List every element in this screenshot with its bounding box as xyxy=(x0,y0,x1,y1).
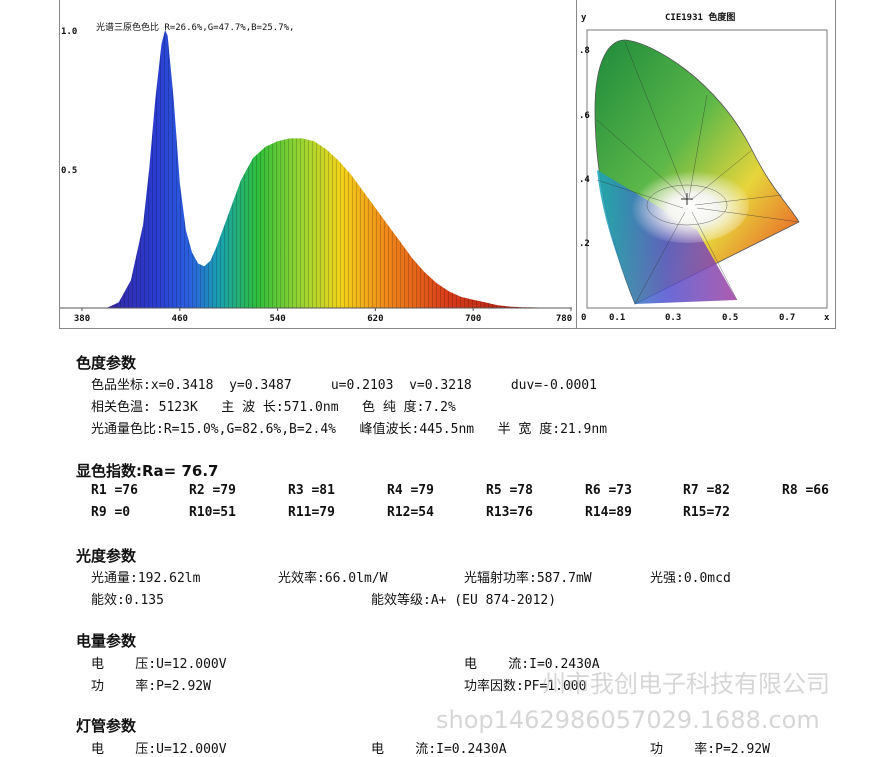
elec-power-factor: 功率因数:PF=1.000 xyxy=(464,679,587,694)
cie-region-lines xyxy=(596,41,800,305)
cie-y-tick: .4 xyxy=(579,175,590,185)
elec-current: 电 流:I=0.2430A xyxy=(464,657,600,672)
cie-y-tick: .2 xyxy=(579,239,590,249)
cri-value: R11=79 xyxy=(288,505,335,520)
cie-x-tick: 0.5 xyxy=(722,313,738,323)
spectrum-plot: 光谱三原色色比 R=26.6%,G=47.7%,B=25.7%, 1.00.5 … xyxy=(60,21,572,324)
energy-grade: 能效等级:A+ (EU 874-2012) xyxy=(371,593,557,608)
cie-frame xyxy=(586,29,828,309)
cri-value: R5 =78 xyxy=(486,483,533,498)
watermark-url: shop1462986057029.1688.com xyxy=(436,706,820,734)
cri-value: R3 =81 xyxy=(288,483,335,498)
radiant-power: 光辐射功率:587.7mW xyxy=(464,571,592,586)
elec-params-title: 电量参数 xyxy=(76,632,137,650)
cie-y-label: y xyxy=(581,13,587,23)
cri-value: R8 =66 xyxy=(782,483,829,498)
cri-value: R14=89 xyxy=(585,505,632,520)
spectrum-y-tick: 0.5 xyxy=(61,166,77,176)
spectrum-y-tick: 1.0 xyxy=(61,27,77,37)
spectrum-x-ticks: 380 460 540 620 700 780 xyxy=(74,308,572,324)
spectrum-x-tick: 700 xyxy=(465,314,481,324)
spectrum-chart: 光谱三原色色比 R=26.6%,G=47.7%,B=25.7%, 1.0 0.5 … xyxy=(59,0,577,329)
cri-value: R9 =0 xyxy=(91,505,131,520)
cie-title: CIE1931 色度图 xyxy=(665,11,735,23)
elec-power: 功 率:P=2.92W xyxy=(91,679,211,694)
cri-value: R7 =82 xyxy=(683,483,730,498)
cie-x-tick: 0 xyxy=(581,313,586,323)
watermark-company: 州市我创电子科技有限公司 xyxy=(542,670,830,698)
spectrum-x-tick: 380 xyxy=(74,314,90,324)
cie-y-tick: .8 xyxy=(579,46,590,56)
spectrum-x-tick: 540 xyxy=(269,314,285,324)
cri-value: R10=51 xyxy=(189,505,236,520)
cri-title: 显色指数:Ra= 76.7 xyxy=(76,462,219,480)
cie-marker xyxy=(681,193,693,205)
spectrum-y-ticks: 1.0 0.5 xyxy=(61,27,77,176)
cri-value: R6 =73 xyxy=(585,483,632,498)
lamp-params-title: 灯管参数 xyxy=(76,717,137,735)
energy-efficiency: 能效:0.135 xyxy=(91,593,164,608)
cri-value: R12=54 xyxy=(387,505,434,520)
flux-ratio-line: 光通量色比:R=15.0%,G=82.6%,B=2.4% 峰值波长:445.5n… xyxy=(91,422,608,437)
spectrum-x-tick: 780 xyxy=(556,314,572,324)
cie-chart: y CIE1931 色度图 x .8 .6 .4 .2 0 0.1 0.3 0.… xyxy=(576,0,836,329)
cie-x-label: x xyxy=(824,313,830,323)
spectrum-stripes xyxy=(82,30,571,308)
cri-value: R2 =79 xyxy=(189,483,236,498)
cie-y-tick: .6 xyxy=(579,111,590,121)
cri-value: R15=72 xyxy=(683,505,730,520)
cri-value: R4 =79 xyxy=(387,483,434,498)
luminous-efficacy: 光效率:66.0lm/W xyxy=(278,571,388,586)
cri-value: R1 =76 xyxy=(91,483,138,498)
lamp-current: 电 流:I=0.2430A xyxy=(371,742,507,757)
cie-diagram: y CIE1931 色度图 x .8 .6 .4 .2 0 0.1 0.3 0.… xyxy=(579,11,830,323)
luminous-intensity: 光强:0.0mcd xyxy=(650,571,731,586)
chromaticity-line: 色品坐标:x=0.3418 y=0.3487 u=0.2103 v=0.3218… xyxy=(91,378,597,393)
luminous-flux: 光通量:192.62lm xyxy=(91,571,201,586)
lamp-voltage: 电 压:U=12.000V xyxy=(91,742,227,757)
cie-x-tick: 0.1 xyxy=(609,313,625,323)
spectrum-legend: 光谱三原色色比 R=26.6%,G=47.7%,B=25.7%, xyxy=(96,21,294,33)
cct-line: 相关色温: 5123K 主 波 长:571.0nm 色 纯 度:7.2% xyxy=(91,400,456,415)
spectrum-x-tick: 460 xyxy=(172,314,188,324)
elec-voltage: 电 压:U=12.000V xyxy=(91,657,227,672)
color-params-title: 色度参数 xyxy=(76,354,137,372)
spectrum-area xyxy=(82,30,571,308)
spectrum-x-tick: 620 xyxy=(367,314,383,324)
cie-x-tick: 0.7 xyxy=(779,313,795,323)
lamp-power: 功 率:P=2.92W xyxy=(650,742,770,757)
cie-x-tick: 0.3 xyxy=(665,313,681,323)
photo-params-title: 光度参数 xyxy=(76,547,137,565)
cri-value: R13=76 xyxy=(486,505,533,520)
